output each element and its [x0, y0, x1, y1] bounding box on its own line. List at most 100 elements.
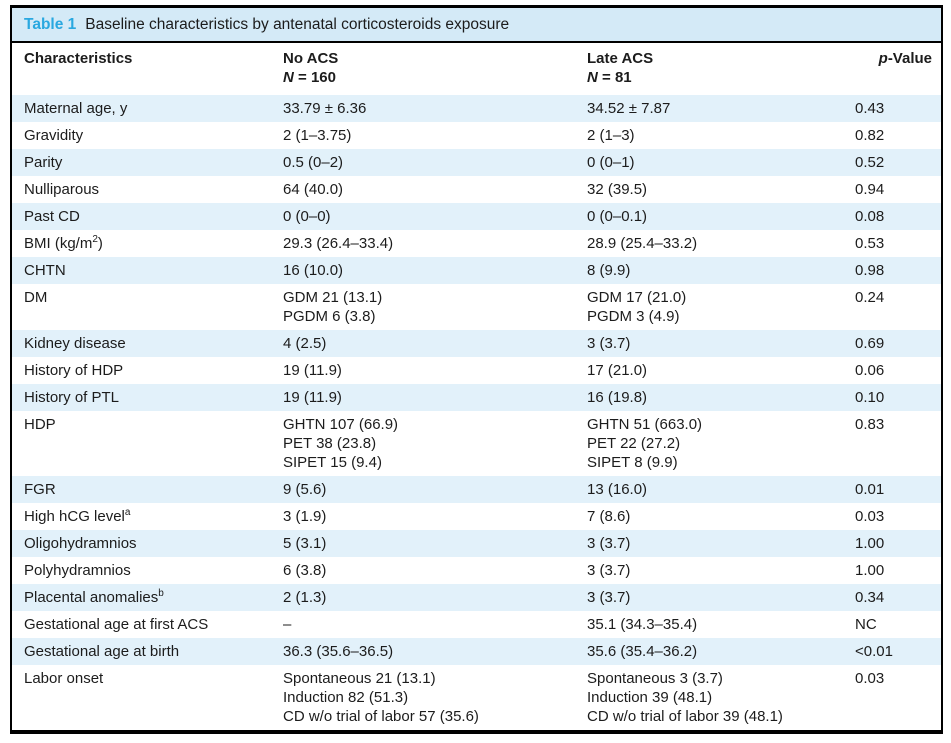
cell-line: 28.9 (25.4–33.2): [587, 235, 698, 252]
characteristic-cell: Gravidity: [24, 127, 84, 144]
cell-line: 19 (11.9): [283, 389, 342, 406]
late-acs-cell: 0 (0–1): [587, 149, 855, 176]
late-acs-cell: 0 (0–0.1): [587, 203, 855, 230]
characteristic-cell: CHTN: [24, 262, 66, 279]
p-value-cell: 0.83: [855, 416, 885, 433]
table-row: FGR 9 (5.6) 13 (16.0) 0.01: [12, 476, 941, 503]
p-value-cell: 0.24: [855, 289, 885, 306]
table-row: High hCG levela 3 (1.9) 7 (8.6) 0.03: [12, 503, 941, 530]
characteristic-text: BMI (kg/m: [24, 235, 93, 252]
cell-line: 0 (0–0.1): [587, 208, 648, 225]
no-acs-cell: 6 (3.8): [283, 557, 587, 584]
cell-line: PGDM 3 (4.9): [587, 308, 680, 325]
p-value-cell: 0.98: [855, 262, 885, 279]
cell-line: 7 (8.6): [587, 508, 631, 525]
header-row: Characteristics No ACS N = 160 Late ACS …: [12, 43, 941, 95]
late-acs-cell: 16 (19.8): [587, 384, 855, 411]
no-acs-cell: 0.5 (0–2): [283, 149, 587, 176]
late-acs-cell: 2 (1–3): [587, 122, 855, 149]
cell-line: CD w/o trial of labor 39 (48.1): [587, 708, 783, 725]
cell-line: 16 (10.0): [283, 262, 344, 279]
table-row: Gestational age at birth 36.3 (35.6–36.5…: [12, 638, 941, 665]
cell-line: 0.5 (0–2): [283, 154, 344, 171]
late-acs-cell: 3 (3.7): [587, 530, 855, 557]
characteristic-cell: Gestational age at first ACS: [24, 616, 209, 633]
cell-line: 29.3 (26.4–33.4): [283, 235, 394, 252]
cell-line: 34.52 ± 7.87: [587, 100, 671, 117]
characteristic-cell: History of HDP: [24, 362, 124, 379]
col-header-late-acs: Late ACS N = 81: [587, 43, 855, 95]
cell-line: Spontaneous 21 (13.1): [283, 670, 436, 687]
characteristic-text: Placental anomalies: [24, 589, 159, 606]
cell-line: 32 (39.5): [587, 181, 648, 198]
late-acs-cell: 28.9 (25.4–33.2): [587, 230, 855, 257]
table-row: Maternal age, y 33.79 ± 6.36 34.52 ± 7.8…: [12, 95, 941, 122]
p-value-cell: 0.06: [855, 362, 885, 379]
table-row: Gestational age at first ACS – 35.1 (34.…: [12, 611, 941, 638]
table-row: Past CD 0 (0–0) 0 (0–0.1) 0.08: [12, 203, 941, 230]
p-value-cell: 0.43: [855, 100, 885, 117]
cell-line: GHTN 107 (66.9): [283, 416, 399, 433]
cell-line: –: [283, 616, 292, 633]
characteristic-text: ): [97, 235, 103, 252]
cell-line: 0 (0–1): [587, 154, 635, 171]
cell-line: 6 (3.8): [283, 562, 327, 579]
no-acs-cell: 16 (10.0): [283, 257, 587, 284]
no-acs-cell: GDM 21 (13.1) PGDM 6 (3.8): [283, 284, 587, 330]
col-header-late-acs-label: Late ACS: [587, 50, 654, 67]
n-symbol: N: [587, 69, 598, 86]
characteristic-cell: Placental anomaliesb: [12, 584, 283, 611]
table-row: DM GDM 21 (13.1) PGDM 6 (3.8) GDM 17 (21.…: [12, 284, 941, 330]
characteristic-cell: BMI (kg/m2): [12, 230, 283, 257]
p-value-cell: 0.34: [855, 589, 885, 606]
late-acs-cell: Spontaneous 3 (3.7) Induction 39 (48.1) CD…: [587, 665, 855, 730]
characteristic-cell: Maternal age, y: [24, 100, 128, 117]
col-header-no-acs-n: N = 160: [283, 68, 587, 87]
cell-line: GDM 17 (21.0): [587, 289, 687, 306]
cell-line: 3 (3.7): [587, 335, 631, 352]
late-acs-cell: GDM 17 (21.0) PGDM 3 (4.9): [587, 284, 855, 330]
table-row: Parity 0.5 (0–2) 0 (0–1) 0.52: [12, 149, 941, 176]
cell-line: 2 (1–3): [587, 127, 635, 144]
no-acs-cell: 29.3 (26.4–33.4): [283, 230, 587, 257]
no-acs-cell: 5 (3.1): [283, 530, 587, 557]
late-acs-cell: 7 (8.6): [587, 503, 855, 530]
table-row: Oligohydramnios 5 (3.1) 3 (3.7) 1.00: [12, 530, 941, 557]
late-acs-cell: GHTN 51 (663.0) PET 22 (27.2) SIPET 8 (9.9…: [587, 411, 855, 476]
cell-line: GHTN 51 (663.0): [587, 416, 703, 433]
p-value-cell: 0.69: [855, 335, 885, 352]
table-row: Kidney disease 4 (2.5) 3 (3.7) 0.69: [12, 330, 941, 357]
late-acs-cell: 35.6 (35.4–36.2): [587, 638, 855, 665]
cell-line: 5 (3.1): [283, 535, 327, 552]
table-row: Placental anomaliesb 2 (1.3) 3 (3.7) 0.3…: [12, 584, 941, 611]
no-acs-cell: 64 (40.0): [283, 176, 587, 203]
cell-line: 17 (21.0): [587, 362, 648, 379]
table-row: Polyhydramnios 6 (3.8) 3 (3.7) 1.00: [12, 557, 941, 584]
late-acs-cell: 34.52 ± 7.87: [587, 95, 855, 122]
characteristic-cell: DM: [24, 289, 48, 306]
table-row: Gravidity 2 (1–3.75) 2 (1–3) 0.82: [12, 122, 941, 149]
table-number: Table 1: [24, 16, 77, 33]
col-header-late-acs-n: N = 81: [587, 68, 855, 87]
p-value-cell: NC: [855, 616, 877, 633]
table-row: HDP GHTN 107 (66.9) PET 38 (23.8) SIPET 15…: [12, 411, 941, 476]
table-row: Labor onset Spontaneous 21 (13.1) Inducti…: [12, 665, 941, 730]
table-title-bar: Table 1 Baseline characteristics by anten…: [12, 8, 941, 43]
cell-line: SIPET 8 (9.9): [587, 454, 678, 471]
characteristic-cell: Gestational age at birth: [24, 643, 180, 660]
cell-line: Induction 82 (51.3): [283, 689, 409, 706]
cell-line: PGDM 6 (3.8): [283, 308, 376, 325]
cell-line: 2 (1.3): [283, 589, 327, 606]
cell-line: Induction 39 (48.1): [587, 689, 713, 706]
cell-line: 16 (19.8): [587, 389, 648, 406]
no-acs-cell: 4 (2.5): [283, 330, 587, 357]
characteristic-cell: Labor onset: [24, 670, 104, 687]
cell-line: 3 (3.7): [587, 589, 631, 606]
p-value-cell: 0.53: [855, 235, 885, 252]
footnote-marker: b: [158, 588, 164, 599]
late-acs-cell: 32 (39.5): [587, 176, 855, 203]
late-acs-cell: 3 (3.7): [587, 330, 855, 357]
table-row: History of PTL 19 (11.9) 16 (19.8) 0.10: [12, 384, 941, 411]
p-value-cell: 0.94: [855, 181, 885, 198]
